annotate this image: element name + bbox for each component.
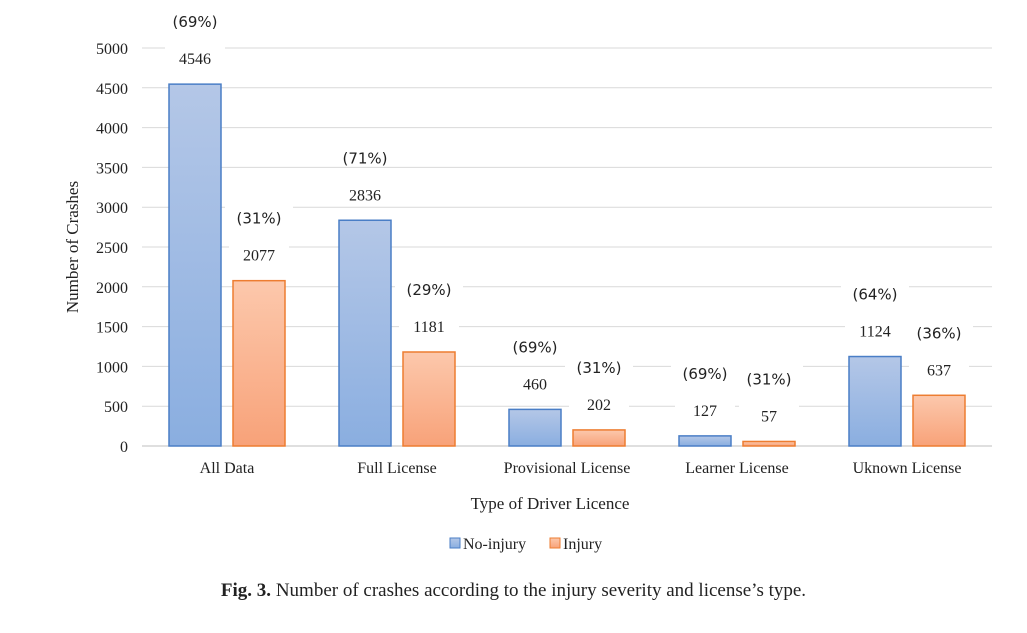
injury-bar bbox=[572, 429, 626, 447]
y-tick-label: 4000 bbox=[96, 121, 128, 138]
x-axis-label: Type of Driver Licence bbox=[471, 494, 630, 513]
label-background bbox=[841, 277, 909, 302]
value-label: 127 bbox=[693, 403, 717, 420]
label-background bbox=[395, 272, 463, 297]
data-labels: 4546 (69%) 2077 (31%) 2836 (71%) 1181 (29%) 460 (… bbox=[161, 5, 973, 425]
value-label: 1181 bbox=[413, 319, 444, 336]
legend-swatch-no-injury bbox=[449, 537, 461, 549]
no-injury-bar bbox=[508, 408, 562, 447]
percent-label: (64%) bbox=[852, 286, 897, 304]
label-background bbox=[335, 180, 395, 203]
x-tick-label: Full License bbox=[357, 460, 437, 477]
figure-caption: Fig. 3. Number of crashes according to t… bbox=[0, 580, 1027, 602]
label-background bbox=[905, 316, 973, 341]
value-label: 4546 bbox=[179, 51, 211, 68]
label-background bbox=[675, 395, 735, 418]
y-tick-label: 4500 bbox=[96, 81, 128, 98]
value-label: 460 bbox=[523, 376, 547, 393]
label-background bbox=[399, 311, 459, 334]
caption-label: Fig. 3. bbox=[220, 580, 272, 601]
x-tick-label: Learner License bbox=[685, 460, 788, 477]
y-axis: 0 500 1000 1500 2000 2500 3000 3500 4000 4500 5000 bbox=[96, 41, 128, 456]
injury-bar bbox=[742, 440, 796, 447]
no-injury-bar bbox=[678, 435, 732, 447]
label-background bbox=[845, 316, 905, 339]
no-injury-bar bbox=[168, 83, 222, 447]
y-tick-label: 5000 bbox=[96, 41, 128, 58]
label-background bbox=[331, 141, 399, 166]
legend-label: No-injury bbox=[463, 536, 526, 553]
label-background bbox=[569, 389, 629, 412]
injury-bar bbox=[232, 279, 286, 447]
x-tick-label: Uknown License bbox=[853, 460, 962, 477]
caption-text: Number of crashes according to the injur… bbox=[275, 580, 807, 601]
percent-label: (69%) bbox=[512, 338, 557, 356]
value-label: 202 bbox=[587, 397, 611, 414]
percent-label: (31%) bbox=[576, 359, 621, 377]
y-tick-label: 1500 bbox=[96, 320, 128, 337]
label-background bbox=[671, 356, 739, 381]
percent-label: (69%) bbox=[172, 13, 217, 31]
label-background bbox=[565, 350, 633, 375]
x-tick-label: Provisional License bbox=[504, 460, 631, 477]
legend-label: Injury bbox=[563, 536, 602, 553]
percent-label: (29%) bbox=[406, 281, 451, 299]
legend-swatch-injury bbox=[549, 537, 561, 549]
y-tick-label: 0 bbox=[120, 439, 128, 456]
value-label: 57 bbox=[761, 408, 777, 425]
label-background bbox=[165, 44, 225, 67]
label-background bbox=[735, 362, 803, 387]
y-tick-label: 1000 bbox=[96, 359, 128, 376]
bar-chart: 0 500 1000 1500 2000 2500 3000 3500 4000 4500 5000… bbox=[63, 5, 992, 553]
no-injury-bar bbox=[338, 219, 392, 447]
label-background bbox=[909, 355, 969, 378]
percent-label: (31%) bbox=[746, 370, 791, 388]
bars bbox=[168, 83, 966, 447]
label-background bbox=[505, 369, 565, 392]
value-label: 1124 bbox=[859, 324, 890, 341]
percent-label: (69%) bbox=[682, 365, 727, 383]
y-tick-label: 3500 bbox=[96, 160, 128, 177]
label-background bbox=[161, 5, 229, 30]
percent-label: (71%) bbox=[342, 149, 387, 167]
label-background bbox=[225, 201, 293, 226]
percent-label: (31%) bbox=[236, 210, 281, 228]
y-tick-label: 2500 bbox=[96, 240, 128, 257]
x-axis: All Data Full License Provisional License L… bbox=[200, 460, 962, 477]
y-axis-label: Number of Crashes bbox=[63, 181, 82, 313]
y-tick-label: 2000 bbox=[96, 280, 128, 297]
injury-bar bbox=[402, 351, 456, 447]
value-label: 2836 bbox=[349, 187, 381, 204]
label-background bbox=[229, 240, 289, 263]
y-tick-label: 3000 bbox=[96, 200, 128, 217]
y-tick-label: 500 bbox=[104, 399, 128, 416]
legend: No-injury Injury bbox=[449, 536, 602, 553]
label-background bbox=[501, 330, 569, 355]
no-injury-bar bbox=[848, 355, 902, 447]
x-tick-label: All Data bbox=[200, 460, 255, 477]
percent-label: (36%) bbox=[916, 324, 961, 342]
injury-bar bbox=[912, 394, 966, 447]
value-label: 637 bbox=[927, 362, 951, 379]
label-background bbox=[739, 401, 799, 424]
value-label: 2077 bbox=[243, 248, 275, 265]
